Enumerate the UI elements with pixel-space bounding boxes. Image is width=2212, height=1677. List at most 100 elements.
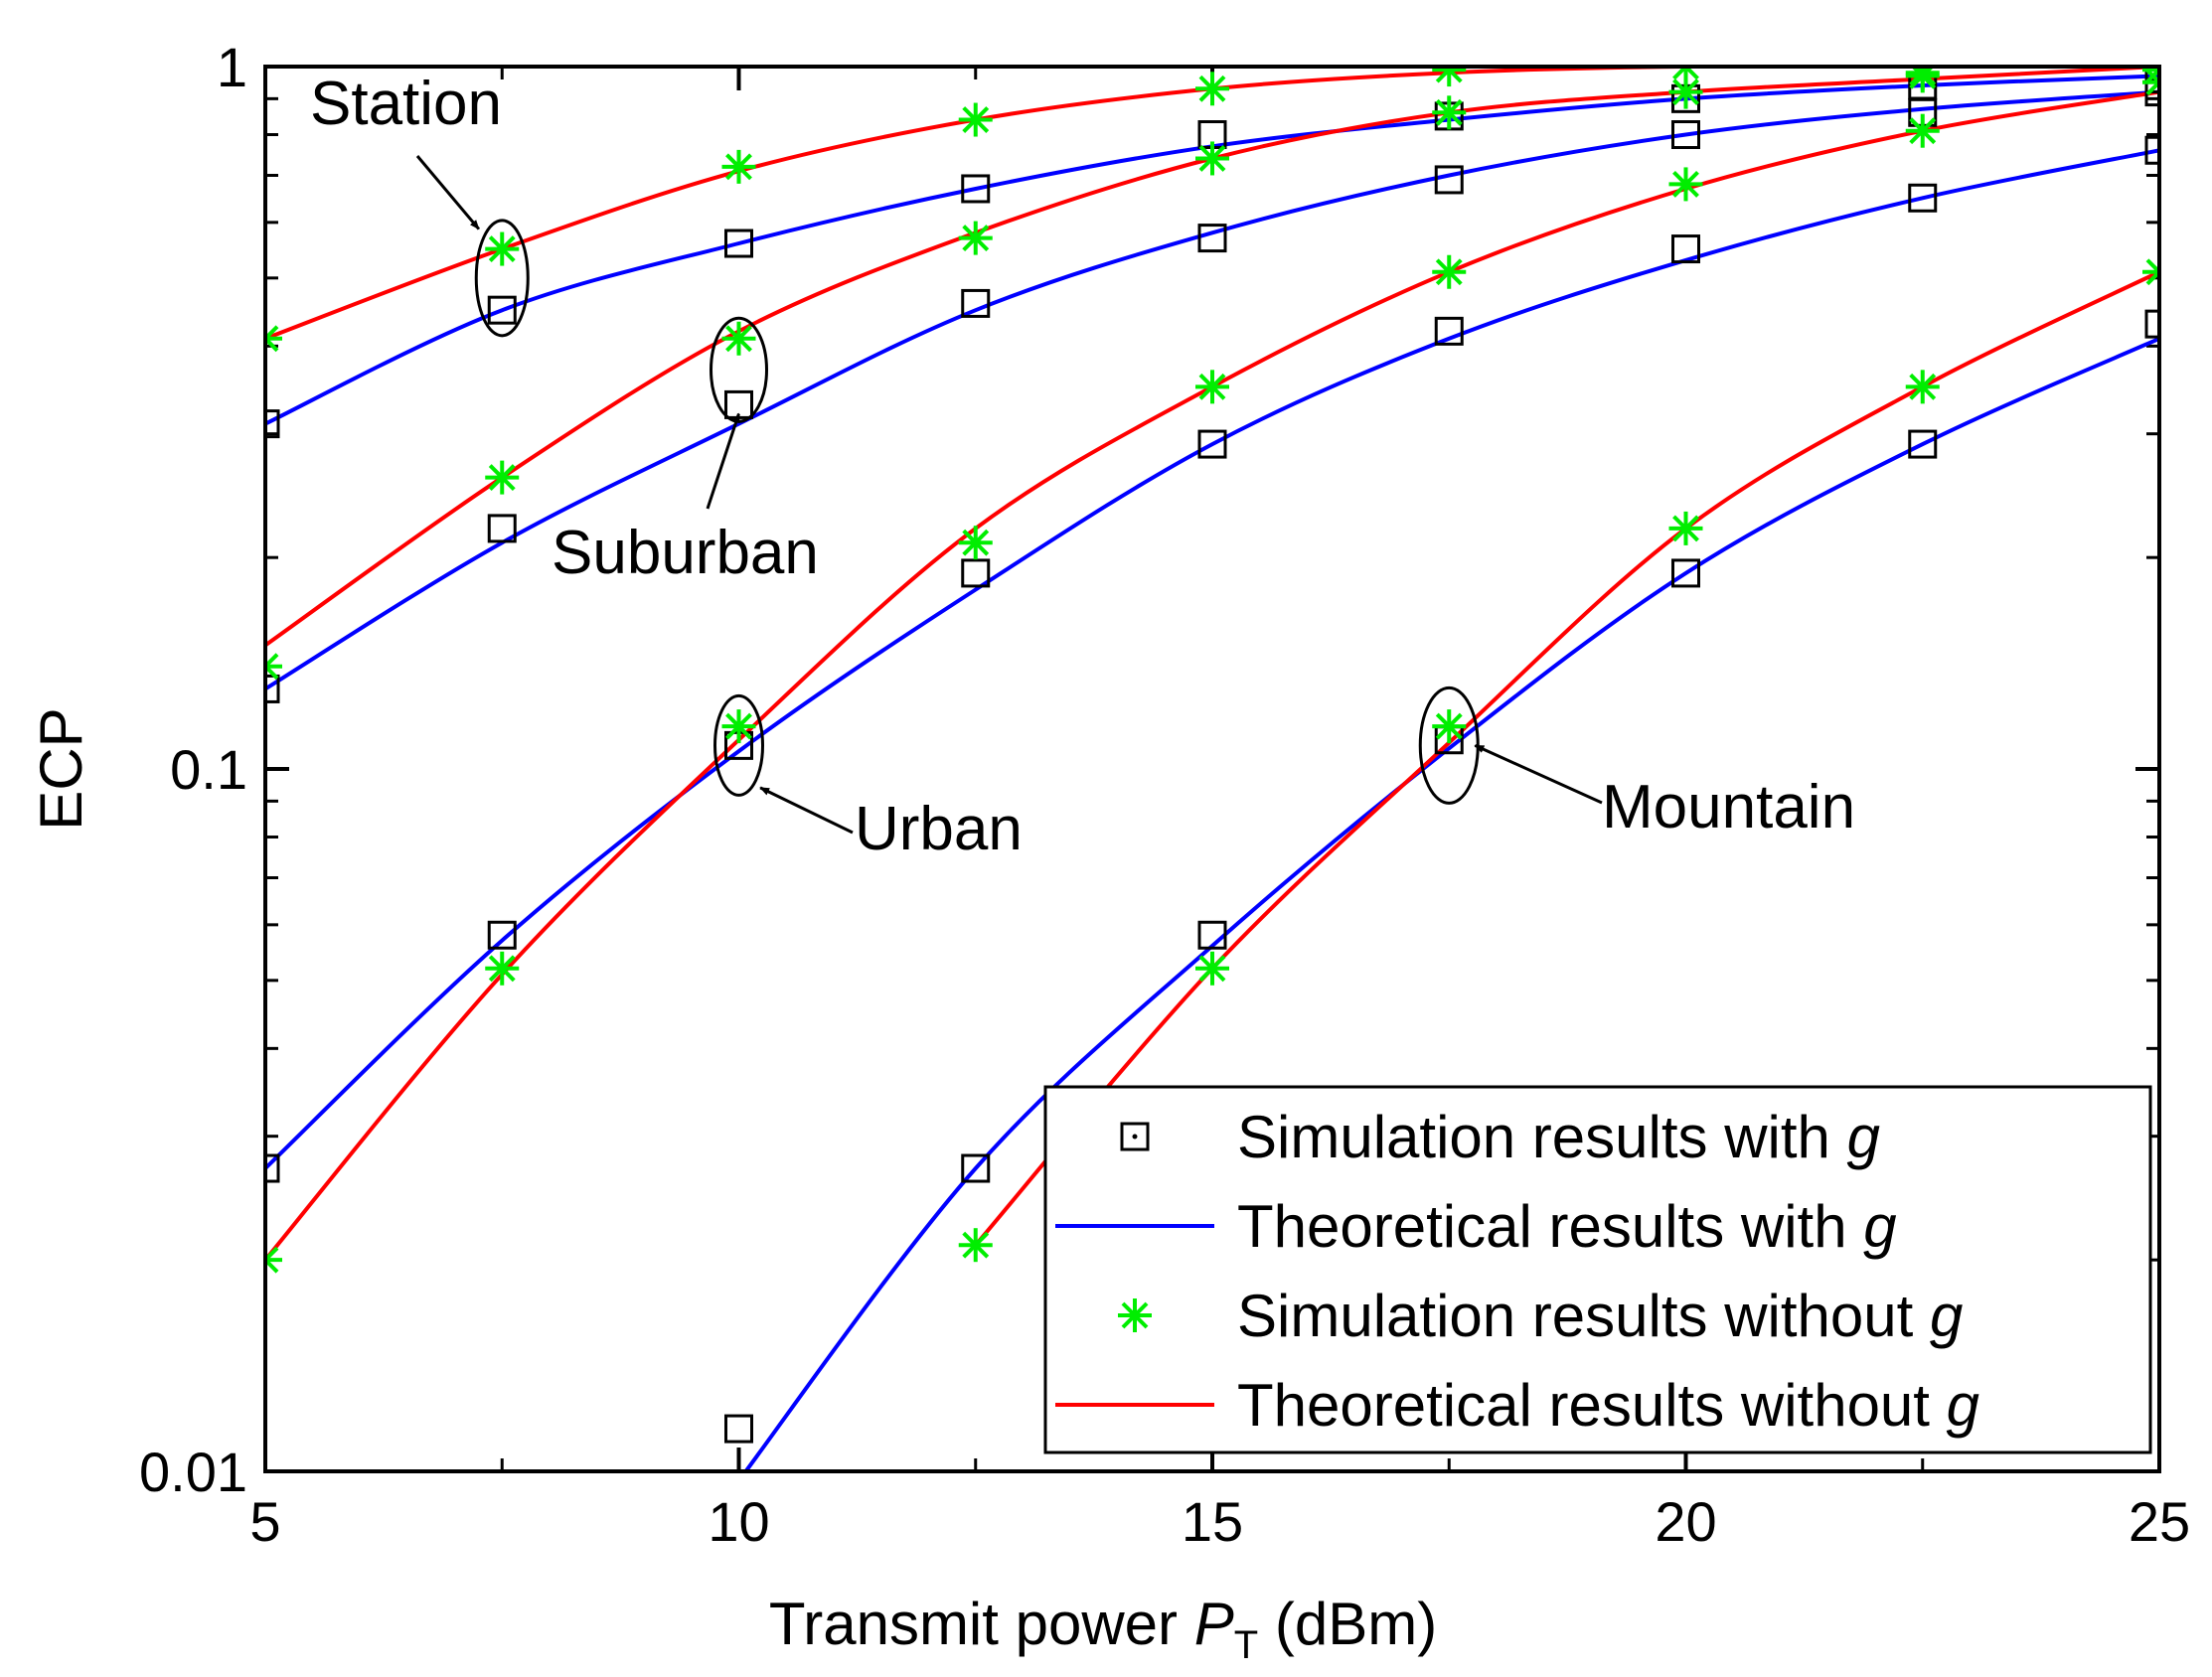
x-tick-label: 5 [249,1490,280,1553]
legend-label: Simulation results with g [1237,1104,1880,1170]
legend-label-text: Simulation results without [1237,1283,1930,1349]
mountain-arrow [1474,744,1603,805]
urban-sim-with-point [2144,135,2159,165]
mountain-sim-without-point [1432,709,1467,744]
suburban-sim-with-point [2144,77,2159,107]
legend-label: Theoretical results without g [1237,1372,1979,1439]
x-tick-label: 20 [1655,1490,1716,1553]
suburban-sim-with-point [1434,165,1464,195]
series-markers [265,67,2159,1444]
suburban-sim-with-point [1197,224,1227,253]
suburban-arrow [706,412,740,510]
urban-arrow [759,786,854,835]
legend-label: Theoretical results with g [1237,1193,1897,1260]
urban-sim-without-point [2142,67,2159,99]
x-tick-label: 10 [708,1490,769,1553]
urban-sim-without-point [265,1243,282,1278]
legend-symbol-sim-with-dot [1132,1134,1138,1140]
x-tick-label: 25 [2129,1490,2190,1553]
x-axis-label: Transmit power PT (dBm) [769,1591,1437,1667]
station-sim-with-point [961,174,991,204]
station-sim-without-point [721,149,756,184]
urban-sim-with-point [961,558,991,588]
annotations: Station Suburban Urban Mountain [310,70,1855,863]
x-axis-label-subscript: T [1234,1623,1258,1667]
mountain-sim-with-point [1197,920,1227,950]
urban-sim-without-point [721,709,756,744]
mountain-group-ellipse [1418,686,1480,805]
legend-label-text: Simulation results with [1237,1104,1847,1170]
legend-label-variable: g [1930,1283,1963,1349]
urban-theory-with-line [265,148,2159,1170]
y-tick-labels: 0.01 0.1 1 [139,36,247,1503]
mountain-sim-without-point [2142,254,2159,289]
urban-sim-with-point [1197,429,1227,459]
legend: Simulation results with g Theoretical res… [1043,1085,2152,1454]
station-sim-without-point [265,321,282,356]
x-tick-labels: 5 10 15 20 25 [249,1490,2190,1553]
y-axis-label: ECP [28,707,94,830]
x-axis-label-unit: (dBm) [1258,1591,1437,1657]
urban-theory-without-line [265,89,2159,1262]
suburban-sim-without-point [1668,75,1703,109]
y-tick-label: 1 [217,36,247,98]
mountain-sim-with-point [2144,309,2159,339]
urban-sim-without-point [1432,254,1467,289]
legend-label-text: Theoretical results without [1237,1372,1947,1439]
urban-sim-with-point [1908,183,1938,213]
suburban-theory-with-line [265,89,2159,691]
station-sim-without-point [1432,67,1467,87]
urban-sim-without-point [1668,167,1703,202]
mountain-sim-with-point [961,1153,991,1183]
urban-sim-without-point [485,951,520,986]
legend-symbol-sim-without [1118,1298,1152,1332]
station-theory-without-line [265,67,2159,341]
suburban-sim-without-point [265,649,282,684]
legend-label: Simulation results without g [1237,1283,1963,1349]
urban-sim-without-point [1905,113,1940,148]
y-tick-label: 0.1 [170,738,247,801]
urban-sim-with-point [1671,234,1700,264]
urban-sim-with-point [1434,316,1464,346]
mountain-sim-with-point [724,1414,753,1444]
suburban-sim-with-point [961,288,991,318]
suburban-sim-without-point [721,321,756,356]
suburban-label: Suburban [552,519,819,587]
mountain-sim-without-point [1905,370,1940,404]
suburban-theory-without-line [265,67,2159,648]
station-sim-without-point [1195,72,1229,106]
legend-box [1043,1085,2152,1454]
urban-label: Urban [855,795,1023,863]
urban-group-ellipse [713,693,764,797]
suburban-sim-without-point [1905,67,1940,93]
mountain-sim-without-point [958,1228,993,1263]
legend-label-variable: g [1847,1104,1880,1170]
suburban-sim-without-point [958,221,993,255]
suburban-sim-with-point [487,514,517,543]
suburban-sim-without-point [1195,141,1229,176]
station-sim-with-point [265,409,280,439]
station-label: Station [310,70,502,138]
station-sim-with-point [487,295,517,325]
urban-sim-with-point [265,1153,280,1183]
x-axis-label-variable: P [1194,1591,1234,1657]
station-sim-without-point [958,102,993,137]
suburban-sim-with-point [265,674,280,703]
station-sim-without-point [485,231,520,266]
x-axis-label-text: Transmit power [769,1591,1194,1657]
urban-sim-without-point [958,526,993,560]
plot-frame [263,65,2161,1473]
legend-label-text: Theoretical results with [1237,1193,1863,1260]
urban-sim-without-point [1195,370,1229,404]
legend-symbol-sim-with [1120,1122,1150,1151]
mountain-sim-with-point [1908,429,1938,459]
suburban-sim-without-point [1432,95,1467,130]
mountain-theory-without-line [974,269,2159,1247]
mountain-label: Mountain [1602,773,1855,841]
suburban-sim-without-point [485,460,520,495]
station-arrow [415,155,480,230]
y-tick-label: 0.01 [139,1441,247,1503]
urban-sim-with-point [487,920,517,950]
mountain-sim-with-point [1671,558,1700,588]
